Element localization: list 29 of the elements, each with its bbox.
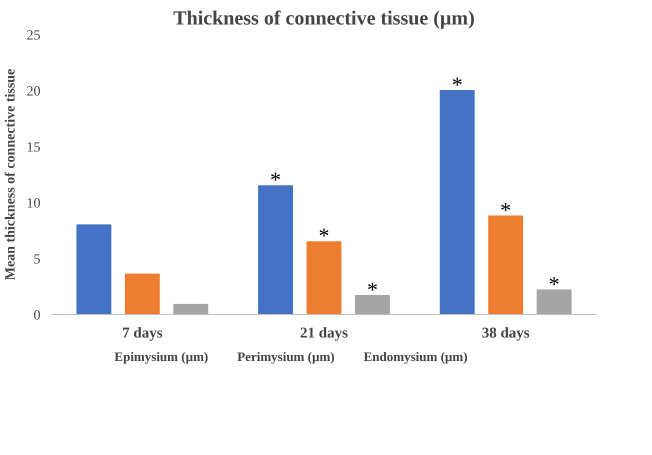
annotation: * bbox=[318, 223, 330, 248]
text: Epimysium (µm) bbox=[114, 349, 208, 365]
y-tick-label: 5 bbox=[34, 252, 40, 268]
bar bbox=[488, 215, 524, 314]
x-tick-label: 21 days bbox=[300, 326, 348, 342]
annotation: * bbox=[548, 271, 560, 296]
x-tick-label: 38 days bbox=[482, 326, 530, 342]
annotation: * bbox=[366, 276, 378, 302]
bar bbox=[76, 224, 112, 314]
bar bbox=[354, 294, 390, 314]
x-tick-label: 7 days bbox=[122, 326, 163, 342]
bar bbox=[258, 185, 294, 314]
y-tick-label: 15 bbox=[26, 140, 40, 156]
y-axis-title: Mean thickness of connective tissue bbox=[4, 68, 18, 280]
y-tick-label: 20 bbox=[26, 84, 40, 100]
annotation: * bbox=[500, 197, 512, 222]
bar bbox=[306, 241, 342, 314]
bar bbox=[173, 304, 208, 314]
text: Perimysium (µm) bbox=[237, 349, 335, 365]
y-tick-label: 0 bbox=[34, 308, 40, 324]
y-tick-label: 25 bbox=[26, 28, 40, 44]
bar bbox=[440, 90, 475, 314]
bar bbox=[536, 289, 572, 314]
annotation: * bbox=[270, 167, 282, 192]
text: Endomysium (µm) bbox=[364, 349, 468, 365]
bar bbox=[124, 274, 160, 314]
chart-title: Thickness of connective tissue (µm) bbox=[173, 8, 475, 30]
annotation: * bbox=[452, 72, 463, 97]
y-tick-label: 10 bbox=[26, 196, 40, 212]
